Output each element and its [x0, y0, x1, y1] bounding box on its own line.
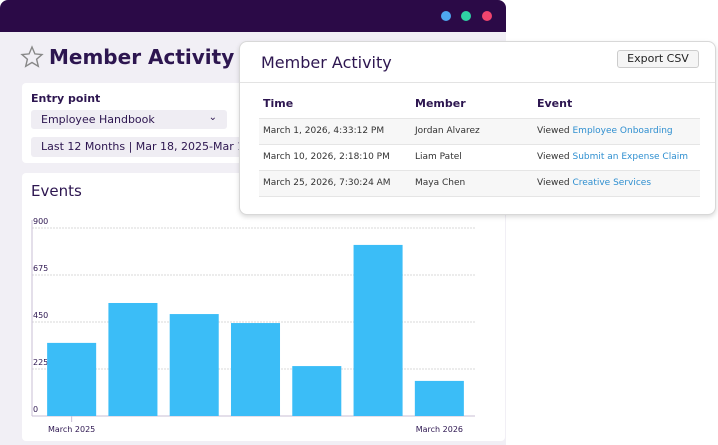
date-range-picker[interactable]: Last 12 Months | Mar 18, 2025-Mar 18, 20…	[31, 137, 286, 157]
table-row[interactable]: March 10, 2026, 2:18:10 PM Liam Patel Vi…	[259, 143, 700, 170]
bar	[230, 323, 281, 416]
entry-point-label: Entry point	[31, 92, 101, 105]
cell-event: Viewed Submit an Expense Claim	[533, 143, 700, 170]
event-link[interactable]: Submit an Expense Claim	[572, 152, 688, 162]
page-title: Member Activity	[49, 45, 235, 69]
bar	[169, 314, 219, 416]
bar	[47, 342, 97, 416]
activity-table: Time Member Event March 1, 2026, 4:33:12…	[259, 90, 700, 197]
events-chart: 0 225 450 675 900 March 2025 March 2026	[31, 217, 475, 434]
title-bar	[0, 0, 506, 32]
y-tick-label: 675	[33, 264, 48, 273]
cell-time: March 10, 2026, 2:18:10 PM	[259, 143, 411, 170]
chevron-down-icon: ⌄	[208, 112, 217, 123]
x-tick-label: March 2025	[48, 425, 95, 434]
export-csv-button[interactable]: Export CSV	[617, 50, 699, 68]
column-header-member[interactable]: Member	[415, 97, 466, 111]
cell-time: March 25, 2026, 7:30:24 AM	[259, 169, 411, 197]
cell-time: March 1, 2026, 4:33:12 PM	[259, 117, 411, 144]
member-activity-panel: Member Activity Export CSV Time Member E…	[239, 41, 716, 215]
bar	[292, 366, 342, 416]
bar	[414, 380, 464, 416]
y-tick-label: 0	[33, 405, 38, 414]
cell-member: Maya Chen	[411, 169, 533, 197]
bar	[353, 244, 403, 416]
entry-point-value: Employee Handbook	[41, 113, 155, 126]
x-tick-label: March 2026	[416, 425, 463, 434]
event-verb: Viewed	[537, 178, 570, 188]
window-dot-pink[interactable]	[482, 11, 492, 21]
window-dot-green[interactable]	[461, 11, 471, 21]
cell-event: Viewed Creative Services	[533, 169, 700, 197]
y-tick-label: 450	[33, 311, 48, 320]
bar	[108, 302, 158, 416]
column-header-time[interactable]: Time	[263, 97, 294, 111]
event-link[interactable]: Creative Services	[572, 178, 652, 188]
star-icon[interactable]	[20, 45, 44, 69]
window-dot-blue[interactable]	[441, 11, 451, 21]
column-header-event[interactable]: Event	[537, 97, 573, 111]
events-chart-card: Events 0 225 450 675 900 March 2025 March 2026	[22, 173, 505, 441]
cell-event: Viewed Employee Onboarding	[533, 117, 700, 144]
filters-panel: Entry point Employee Handbook ⌄ Last 12 M…	[22, 83, 286, 163]
divider	[240, 82, 715, 83]
table-row[interactable]: March 1, 2026, 4:33:12 PM Jordan Alvarez…	[259, 117, 700, 144]
cell-member: Liam Patel	[411, 143, 533, 170]
table-row[interactable]: March 25, 2026, 7:30:24 AM Maya Chen Vie…	[259, 169, 700, 197]
panel-title: Member Activity	[261, 53, 392, 72]
entry-point-select[interactable]: Employee Handbook ⌄	[31, 110, 227, 129]
event-verb: Viewed	[537, 126, 570, 136]
cell-member: Jordan Alvarez	[411, 117, 533, 144]
y-tick-label: 225	[33, 358, 48, 367]
event-link[interactable]: Employee Onboarding	[572, 126, 673, 136]
event-verb: Viewed	[537, 152, 570, 162]
chart-title: Events	[31, 182, 82, 200]
y-tick-label: 900	[33, 217, 48, 226]
